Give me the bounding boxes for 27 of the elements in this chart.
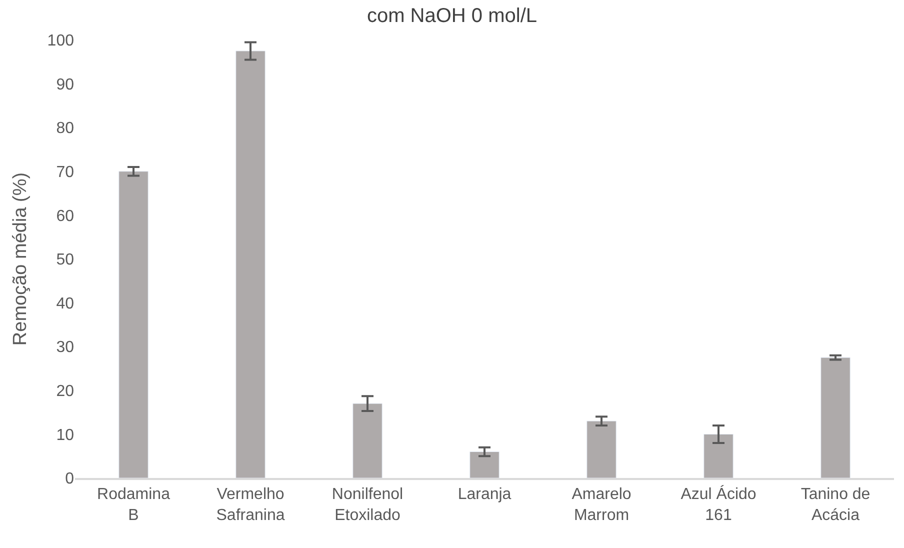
y-tick-label: 60 [56,208,74,225]
x-tick-label: Rodamina B [97,486,170,524]
x-tick-label: Azul Ácido 161 [680,484,756,524]
y-tick-label: 10 [56,426,74,444]
bar [118,171,148,478]
bar [704,434,734,478]
x-tick-label: Tanino de Acácia [800,486,870,524]
y-tick-label: 90 [56,76,74,94]
y-tick-label: 80 [56,120,74,138]
bar [236,50,266,478]
x-tick-label: Amarelo Marrom [572,486,632,524]
bar [586,420,616,478]
y-axis-title: Remoção média (%) [10,172,32,346]
y-tick-label: 0 [65,470,74,488]
y-tick-label: 100 [47,32,74,50]
x-tick-label: Nonilfenol Etoxilado [332,486,404,524]
bar [820,357,850,478]
y-tick-label: 70 [56,164,74,181]
y-tick-label: 20 [56,383,74,400]
y-tick-label: 40 [56,295,74,312]
x-tick-label: Vermelho Safranina [216,486,285,524]
bar [352,403,382,478]
bar [470,451,500,478]
y-tick-label: 50 [56,252,74,269]
x-tick-label: Laranja [458,486,512,503]
y-tick-label: 30 [56,339,74,356]
chart-title: com NaOH 0 mol/L [366,5,538,28]
